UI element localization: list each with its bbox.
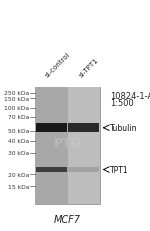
Text: si-TPT1: si-TPT1 (78, 57, 100, 79)
Text: 70 kDa: 70 kDa (8, 115, 29, 120)
Text: 10824-1-AP: 10824-1-AP (110, 91, 150, 100)
Text: 250 kDa: 250 kDa (4, 91, 29, 96)
Text: si-control: si-control (44, 52, 71, 79)
Text: 1:500: 1:500 (110, 99, 134, 108)
Text: 150 kDa: 150 kDa (4, 96, 29, 101)
Text: 50 kDa: 50 kDa (8, 129, 29, 134)
Text: MCF7: MCF7 (54, 214, 81, 224)
Text: 30 kDa: 30 kDa (8, 150, 29, 155)
Bar (68, 167, 99, 172)
Bar (35, 88, 68, 204)
Text: Tubulin: Tubulin (110, 124, 138, 133)
Bar (68, 88, 100, 204)
Text: 40 kDa: 40 kDa (8, 139, 29, 144)
Text: PTG: PTG (54, 137, 81, 150)
Text: TPT1: TPT1 (110, 165, 129, 174)
Text: 100 kDa: 100 kDa (4, 106, 29, 111)
Bar (68, 124, 99, 133)
Text: 15 kDa: 15 kDa (8, 184, 29, 189)
Text: 20 kDa: 20 kDa (8, 172, 29, 177)
Bar (36, 124, 67, 133)
Bar (36, 167, 67, 172)
Bar (35, 88, 100, 204)
